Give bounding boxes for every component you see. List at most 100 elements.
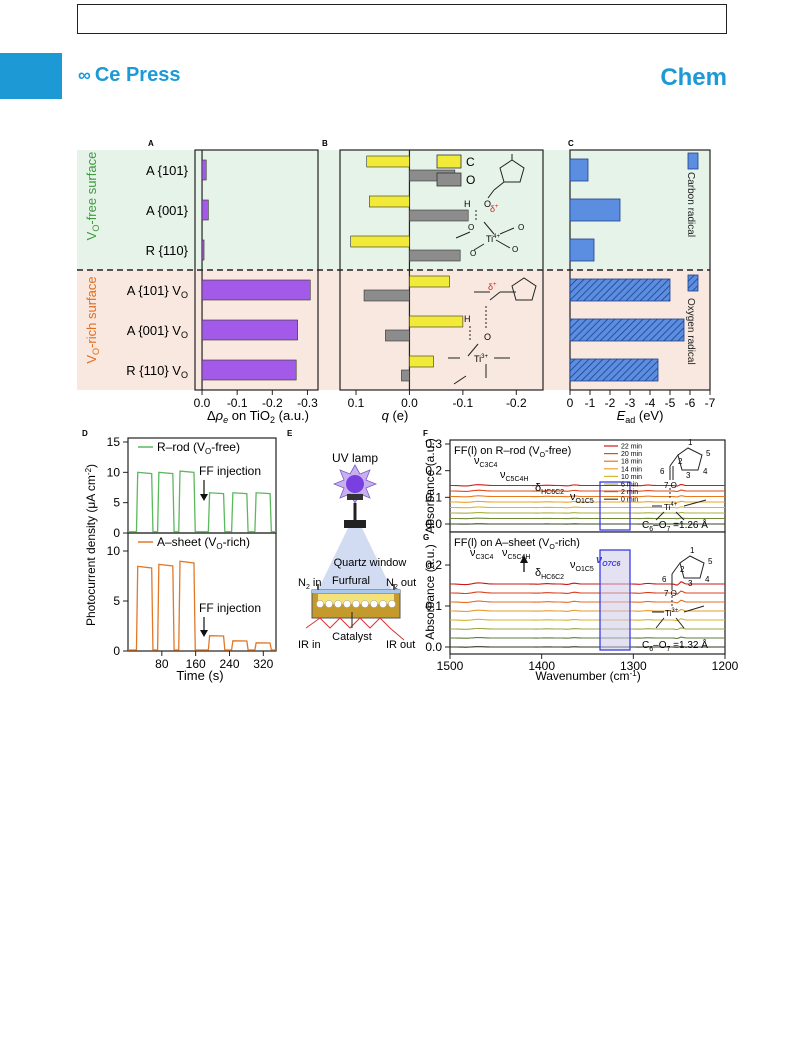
- panel-d-bottom-frame: [127, 532, 277, 652]
- catalyst-bead: [343, 600, 351, 608]
- ir-out-label: IR out: [386, 639, 415, 651]
- panel-label-g: G: [423, 533, 429, 542]
- journal-logo: Chem: [660, 64, 727, 91]
- ff-arrow-top-head: [200, 494, 208, 501]
- panel-d-ytick-bottom-label: 10: [107, 544, 121, 558]
- panel-d-ticks: 80 160 240 320 15 10 5 0 10 5 0: [107, 435, 274, 671]
- g-mol-n5: 5: [708, 557, 713, 566]
- f-mol-n4: 4: [703, 467, 708, 476]
- vo-free-label: VO-free surface: [84, 152, 101, 241]
- row-label: R {110}: [146, 243, 189, 258]
- panel-b-tick-label: -0.2: [506, 396, 527, 410]
- panel-a-frame: [194, 149, 319, 391]
- f-bond-length: C6–O7 =1.26 Å: [642, 518, 708, 533]
- panel-d-ytick-top-label: 0: [113, 526, 120, 540]
- panel-a-ticks: 0.0 -0.1 -0.2 -0.3: [194, 390, 318, 410]
- carbon-radical-label: Carbon radical: [685, 172, 696, 237]
- catalyst-bead: [352, 600, 360, 608]
- panel-c-bar: [569, 158, 589, 182]
- panel-b-bar-o: [409, 249, 461, 262]
- g-bond-length: C6–O7 =1.32 Å: [642, 638, 708, 653]
- panel-d-ytick-bottom-label: 0: [113, 644, 120, 658]
- panel-d-ytick-top-label: 5: [113, 496, 120, 510]
- panel-f-ytick-label: 0.2: [425, 464, 442, 478]
- f-mol-ti: Ti4+: [664, 502, 678, 512]
- molecule-vo-rich-o: O: [484, 332, 491, 342]
- molecule-vo-rich-icon: [448, 277, 537, 385]
- catalyst-bead: [379, 600, 387, 608]
- molecule-vo-free-o2: O: [518, 223, 524, 232]
- panel-f-spectrum: [450, 511, 725, 514]
- row-label: A {001}: [146, 203, 189, 218]
- panel-g-spectrum: [450, 608, 725, 613]
- panel-c-tick-label: -6: [685, 396, 696, 410]
- panel-a-xlabel: Δρe on TiO2 (a.u.): [207, 408, 309, 425]
- molecule-f-icon: [652, 447, 707, 521]
- panel-d-xtick-label: 160: [186, 657, 206, 671]
- oxygen-radical-swatch: [687, 274, 699, 292]
- g-mol-n1: 1: [690, 546, 695, 555]
- panel-g-spectrum: [450, 627, 725, 631]
- legend-o-label: O: [466, 173, 475, 187]
- row-label: A {001} VO: [127, 323, 188, 340]
- molecule-vo-free-icon: [455, 154, 525, 251]
- panel-b-ticks: 0.1 0.0 -0.1 -0.2: [348, 390, 527, 410]
- panel-label-c: C: [568, 139, 574, 148]
- panel-b-tick-label: 0.0: [401, 396, 418, 410]
- g-arrow-head: [520, 555, 528, 563]
- panel-label-f: F: [423, 429, 428, 438]
- row-label: A {101}: [146, 163, 189, 178]
- legend-rrod-label: R–rod (VO-free): [157, 440, 240, 456]
- catalyst-bead: [334, 600, 342, 608]
- f-mol-o7: 7 O: [664, 481, 677, 490]
- row-labels: A {101} A {001} R {110} A {101} VO A {001} V…: [126, 163, 188, 380]
- panel-b-bar-o: [401, 369, 410, 382]
- panel-f-spectrum: [450, 506, 725, 509]
- catalyst-bead: [361, 600, 369, 608]
- panel-c-bar: [569, 198, 621, 222]
- g-mol-n6: 6: [662, 575, 667, 584]
- panel-f-legend-label: 6 min: [621, 482, 638, 489]
- panel-f-legend-label: 20 min: [621, 451, 642, 458]
- panel-f-spectrum: [450, 483, 725, 487]
- molecule-vo-free-o4: O: [512, 245, 518, 254]
- panel-f-ytick-label: 0.0: [425, 517, 442, 531]
- panel-f-spectra: [450, 483, 725, 525]
- panel-fg-ylabel-top: Absorbance (a.u.): [423, 438, 437, 533]
- n2-in-label: N2 in: [298, 577, 321, 591]
- panel-c-frame: [569, 149, 711, 391]
- panel-a-bar: [201, 239, 205, 261]
- legend-asheet-label: A–sheet (VO-rich): [157, 535, 250, 551]
- molecule-vo-free-o: O: [484, 199, 491, 209]
- panel-f-title: FF(l) on R–rod (VO-free): [454, 445, 571, 459]
- panel-a-tick-label: 0.0: [194, 396, 211, 410]
- panel-label-d: D: [82, 429, 88, 438]
- catalyst-bead: [388, 600, 396, 608]
- panel-g-spectrum: [450, 618, 725, 622]
- legend-c-swatch: [436, 154, 462, 169]
- panel-b-frame: [339, 149, 544, 391]
- panel-f-legend-label: 0 min: [621, 497, 638, 504]
- f-mol-n6: 6: [660, 467, 665, 476]
- panel-f-legend-label: 22 min: [621, 444, 642, 451]
- f-mol-n3: 3: [686, 471, 691, 480]
- panel-fg-xlabel: Wavenumber (cm-1): [535, 669, 640, 683]
- ir-in-label: IR in: [298, 639, 321, 651]
- oxygen-radical-label: Oxygen radical: [685, 298, 696, 365]
- panel-f-legend-label: 2 min: [621, 489, 638, 496]
- f-mol-n5: 5: [706, 449, 711, 458]
- legend-c-label: C: [466, 155, 475, 169]
- cellpress-logo: ∞ Ce Press: [78, 64, 181, 86]
- row-label: R {110} VO: [126, 363, 188, 380]
- panel-f-spectrum: [450, 517, 725, 520]
- panel-g-ytick-label: 0.1: [425, 599, 442, 613]
- panel-g-spectrum: [450, 599, 725, 604]
- photocurrent-line-rrod: [128, 470, 276, 533]
- catalyst-bead: [316, 600, 324, 608]
- g-mol-n3: 3: [688, 579, 693, 588]
- ir-path: [305, 617, 405, 641]
- uv-lamp-label: UV lamp: [332, 451, 378, 465]
- panel-c-bar: [569, 278, 671, 302]
- panel-label-e: E: [287, 429, 293, 438]
- panel-f-ytick-label: 0.1: [425, 490, 442, 504]
